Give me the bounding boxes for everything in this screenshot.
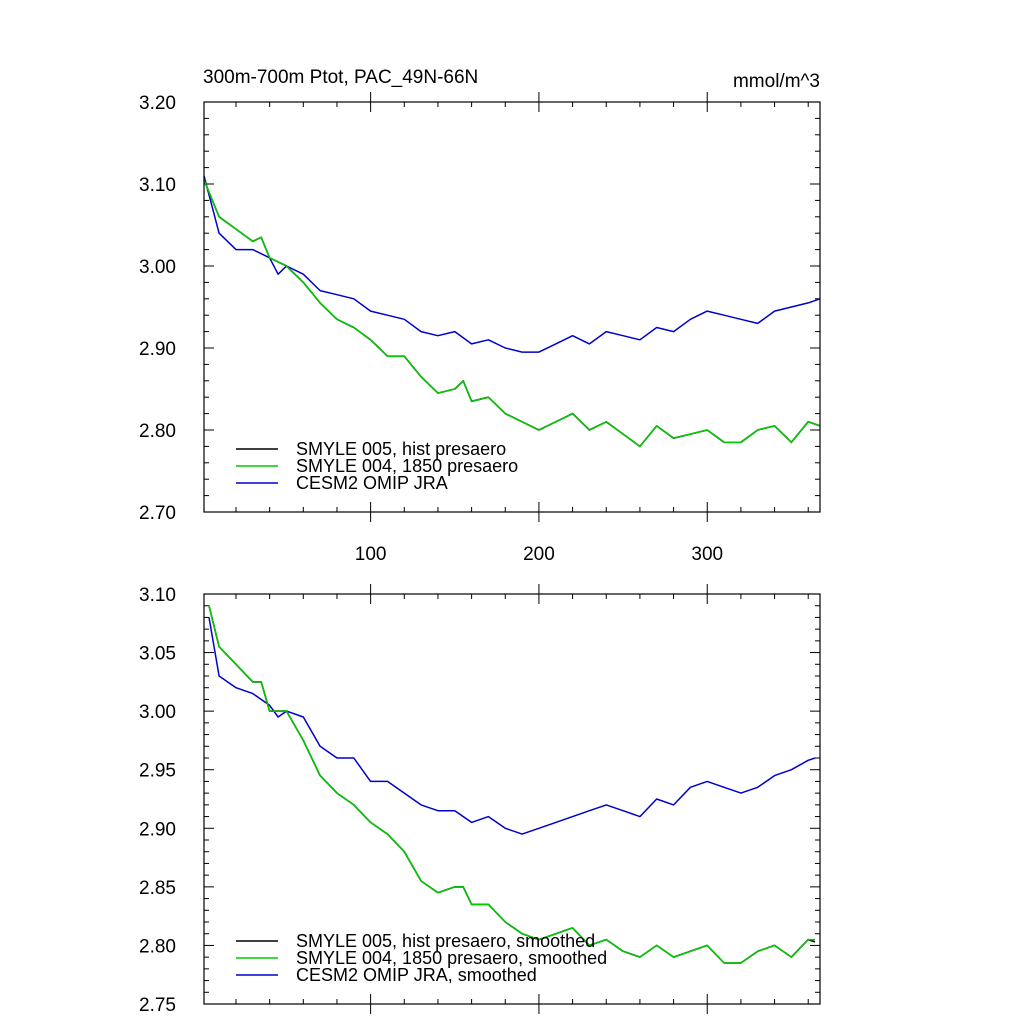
- y-tick-label: 2.75: [139, 995, 176, 1016]
- top-panel: 300m-700m Ptot, PAC_49N-66N mmol/m^3 2.7…: [139, 67, 821, 565]
- y-tick-label: 3.05: [139, 644, 176, 665]
- y-tick-label: 3.20: [139, 93, 176, 114]
- x-tick-label: 300: [691, 544, 723, 565]
- y-tick-label: 3.10: [139, 175, 176, 196]
- units-label: mmol/m^3: [733, 71, 820, 92]
- y-tick-label: 2.90: [139, 339, 176, 360]
- series-line-1: [203, 179, 821, 448]
- legend-label: SMYLE 005, hist presaero: [296, 439, 506, 459]
- legend-label: SMYLE 004, 1850 presaero, smoothed: [296, 948, 607, 968]
- y-tick-label: 2.95: [139, 761, 176, 782]
- axes-ticks: 2.70 2.80 2.90 3.00 3.10 3.20 100 200 300: [139, 92, 820, 565]
- y-tick-label: 2.70: [139, 503, 176, 524]
- series-lines: [203, 175, 821, 448]
- series-line-1: [208, 605, 815, 964]
- series-line-0: [208, 605, 816, 964]
- chart-title: 300m-700m Ptot, PAC_49N-66N: [203, 67, 478, 88]
- y-tick-label: 3.00: [139, 257, 176, 278]
- y-tick-label: 2.80: [139, 421, 176, 442]
- x-tick-label: 100: [355, 544, 387, 565]
- plot-frame: [203, 101, 821, 513]
- series-lines: [208, 605, 816, 964]
- y-tick-label: 2.90: [139, 819, 176, 840]
- series-line-0: [203, 179, 821, 448]
- legend-label: SMYLE 005, hist presaero, smoothed: [296, 931, 595, 951]
- axes-ticks: 2.75 2.80 2.85 2.90 2.95 3.00 3.05 3.10: [139, 584, 820, 1016]
- legend: SMYLE 005, hist presaero, smoothedSMYLE …: [236, 931, 607, 985]
- plot-frame: [203, 593, 821, 1005]
- bottom-panel: 2.75 2.80 2.85 2.90 2.95 3.00 3.05 3.10 SMYLE 0…: [139, 584, 821, 1016]
- legend-label: SMYLE 004, 1850 presaero: [296, 456, 518, 476]
- y-tick-label: 2.80: [139, 936, 176, 957]
- y-tick-label: 2.85: [139, 878, 176, 899]
- series-line-2: [208, 617, 816, 835]
- x-tick-label: 200: [523, 544, 555, 565]
- y-tick-label: 3.10: [139, 585, 176, 606]
- y-tick-label: 3.00: [139, 702, 176, 723]
- series-line-2: [203, 175, 821, 353]
- legend-label: CESM2 OMIP JRA: [296, 473, 448, 493]
- legend-label: CESM2 OMIP JRA, smoothed: [296, 965, 537, 985]
